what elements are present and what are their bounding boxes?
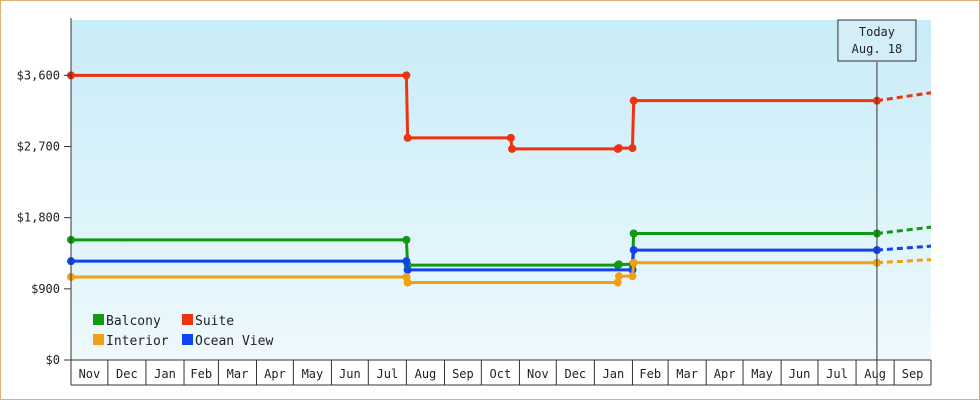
x-tick-label: Nov bbox=[79, 367, 101, 381]
x-tick-label: Nov bbox=[527, 367, 549, 381]
x-tick-label: Jul bbox=[377, 367, 399, 381]
x-tick-label: May bbox=[302, 367, 324, 381]
data-point-suite bbox=[506, 133, 515, 142]
plot-background bbox=[71, 20, 931, 360]
legend: Balcony Suite Interior Ocean View bbox=[93, 314, 273, 349]
data-point-ocean-view bbox=[629, 246, 638, 255]
y-tick-label: $3,600 bbox=[17, 68, 60, 82]
x-tick-label: Sep bbox=[902, 367, 924, 381]
y-tick-label: $2,700 bbox=[17, 140, 60, 154]
x-tick-label: Dec bbox=[116, 367, 138, 381]
x-tick-label: Jun bbox=[789, 367, 811, 381]
data-point-balcony bbox=[629, 229, 638, 238]
legend-label: Balcony bbox=[106, 314, 161, 329]
series-line-suite bbox=[71, 73, 877, 151]
data-point-interior bbox=[628, 272, 637, 281]
x-tick-label: Jun bbox=[339, 367, 361, 381]
data-point-suite bbox=[628, 144, 637, 153]
y-tick-label: $0 bbox=[46, 353, 60, 367]
data-point-balcony bbox=[402, 235, 411, 244]
x-tick-label: Jan bbox=[603, 367, 625, 381]
data-point-suite bbox=[614, 144, 623, 153]
x-tick-label: Aug bbox=[864, 367, 886, 381]
x-tick-label: Sep bbox=[452, 367, 474, 381]
axes: $0 $900 $1,800 $2,700 $3,600 Nov Dec Jan Feb Mar A… bbox=[17, 18, 932, 386]
series-line-ocean-view bbox=[71, 248, 877, 272]
today-label: Today bbox=[859, 25, 895, 39]
x-tick-label: Feb bbox=[639, 367, 661, 381]
legend-label: Ocean View bbox=[195, 334, 273, 349]
x-tick-label: Mar bbox=[227, 367, 249, 381]
x-tick-label: Jul bbox=[826, 367, 848, 381]
data-point-suite bbox=[402, 71, 411, 80]
data-point-interior bbox=[403, 278, 412, 287]
series-projection-interior bbox=[876, 258, 932, 265]
legend-label: Interior bbox=[106, 334, 169, 349]
series-projection-suite bbox=[876, 91, 932, 103]
y-tick-label: $900 bbox=[31, 282, 60, 296]
x-tick-label: Apr bbox=[264, 367, 286, 381]
legend-swatch bbox=[93, 314, 104, 325]
x-tick-label: Jan bbox=[154, 367, 176, 381]
today-marker: Today Aug. 18 bbox=[837, 19, 917, 385]
legend-swatch bbox=[182, 334, 193, 345]
x-tick-label: May bbox=[751, 367, 773, 381]
x-tick-label: Feb bbox=[190, 367, 212, 381]
data-point-interior bbox=[629, 258, 638, 267]
y-tick-label: $1,800 bbox=[17, 211, 60, 225]
legend-swatch bbox=[182, 314, 193, 325]
data-point-suite bbox=[629, 96, 638, 105]
x-tick-label: Aug bbox=[415, 367, 437, 381]
data-point-ocean-view bbox=[402, 257, 411, 266]
today-date: Aug. 18 bbox=[852, 42, 903, 56]
data-point-interior bbox=[614, 272, 623, 281]
data-point-suite bbox=[508, 144, 517, 153]
series-projection-balcony bbox=[876, 225, 932, 235]
data-point-suite bbox=[403, 133, 412, 142]
legend-swatch bbox=[93, 334, 104, 345]
data-point-interior bbox=[613, 278, 622, 287]
data-point-balcony bbox=[614, 260, 623, 269]
x-tick-label: Oct bbox=[490, 367, 512, 381]
x-tick-label: Mar bbox=[676, 367, 698, 381]
x-tick-label: Dec bbox=[564, 367, 586, 381]
legend-label: Suite bbox=[195, 314, 234, 329]
series-projection-ocean-view bbox=[876, 244, 932, 252]
series-layer bbox=[67, 71, 932, 287]
today-box bbox=[837, 19, 917, 62]
x-tick-label: Apr bbox=[714, 367, 736, 381]
data-point-ocean-view bbox=[403, 265, 412, 274]
